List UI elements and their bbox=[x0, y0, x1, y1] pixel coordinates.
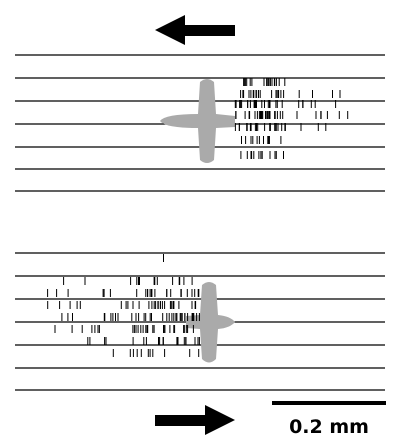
arrow-right bbox=[155, 405, 235, 435]
arrow-left bbox=[155, 15, 235, 45]
embryo-shape-bottom bbox=[186, 282, 235, 363]
spikes bbox=[47, 78, 349, 357]
embryo-shape-top bbox=[160, 79, 235, 163]
scale-bar-label: 0.2 mm bbox=[289, 416, 369, 438]
